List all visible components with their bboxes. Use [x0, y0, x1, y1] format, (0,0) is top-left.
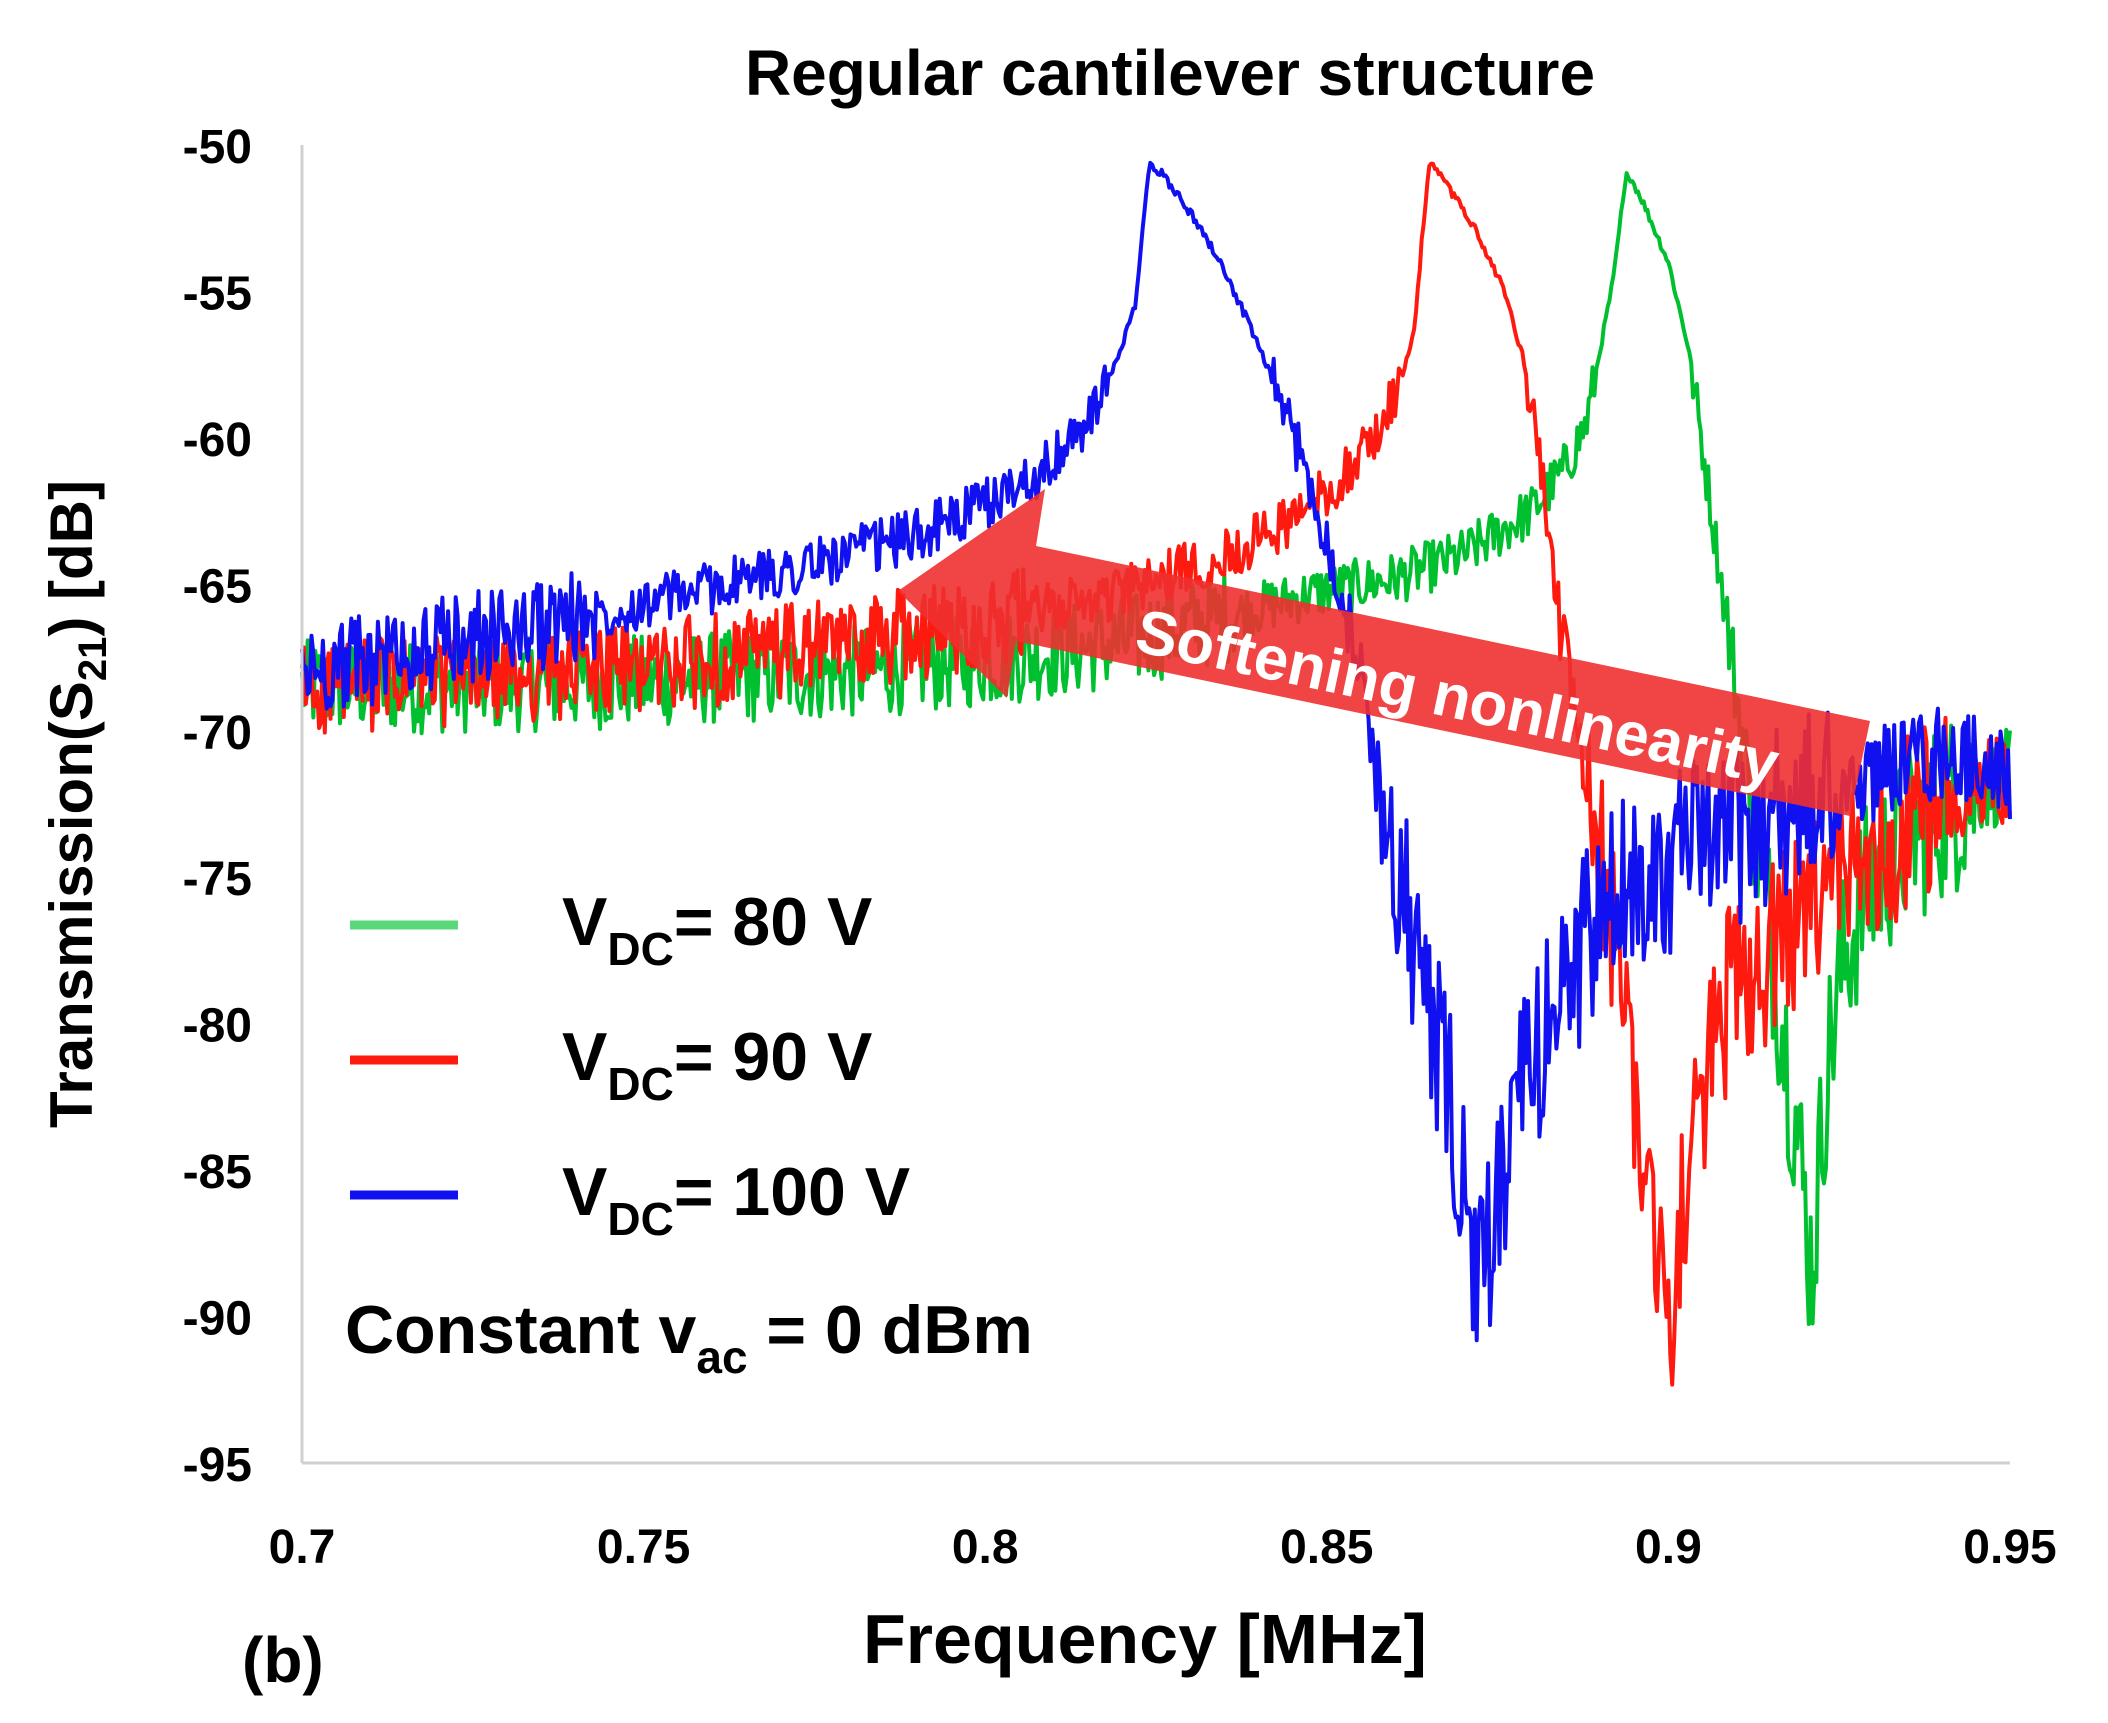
x-tick-label: 0.95: [1963, 1521, 2056, 1574]
legend-label-value: = 90 V: [674, 1019, 873, 1095]
y-tick-labels: -50 -55 -60 -65 -70 -75 -80 -85 -90 -95: [183, 121, 252, 1492]
legend-note-end: = 0 dBm: [748, 1292, 1033, 1368]
legend-label: V: [562, 884, 607, 960]
y-tick-label: -70: [183, 707, 252, 760]
y-tick-label: -55: [183, 267, 252, 320]
y-tick-label: -95: [183, 1439, 252, 1492]
y-axis-label: Transmission(S21) [dB]: [38, 480, 115, 1128]
legend-entry-1: VDC= 80 V: [562, 884, 872, 975]
y-tick-label: -60: [183, 414, 252, 467]
legend-label: V: [562, 1019, 607, 1095]
y-tick-label: -90: [183, 1293, 252, 1346]
legend-label-value: = 80 V: [674, 884, 873, 960]
legend-note: Constant vac = 0 dBm: [345, 1292, 1033, 1383]
legend-label-subscript: DC: [607, 923, 673, 975]
legend-entry-2: VDC= 90 V: [562, 1019, 872, 1110]
y-tick-label: -80: [183, 1000, 252, 1053]
x-tick-label: 0.7: [269, 1521, 336, 1574]
x-axis-label: Frequency [MHz]: [863, 1600, 1427, 1678]
chart-title: Regular cantilever structure: [745, 37, 1595, 109]
y-tick-label: -50: [183, 121, 252, 174]
legend-label-value: = 100 V: [674, 1154, 910, 1230]
legend-note-subscript: ac: [696, 1331, 747, 1383]
y-axis-label-subscript: 21: [71, 637, 115, 682]
y-tick-label: -85: [183, 1146, 252, 1199]
y-axis-label-end: ) [dB]: [38, 480, 105, 637]
softening-arrow: [898, 489, 1870, 816]
x-tick-label: 0.8: [952, 1521, 1019, 1574]
x-tick-label: 0.75: [597, 1521, 690, 1574]
x-tick-labels: 0.7 0.75 0.8 0.85 0.9 0.95: [269, 1521, 2057, 1574]
softening-arrow-annotation: Softening nonlinearity: [898, 489, 1870, 816]
legend-label-subscript: DC: [607, 1058, 673, 1110]
x-tick-label: 0.85: [1280, 1521, 1373, 1574]
series-line-3: [300, 160, 2012, 1343]
y-tick-label: -75: [183, 853, 252, 906]
panel-label: (b): [242, 1624, 324, 1696]
legend-label: V: [562, 1154, 607, 1230]
y-axis-label-main: Transmission(S: [38, 681, 105, 1128]
legend-note-main: Constant v: [345, 1292, 697, 1368]
legend-label-subscript: DC: [607, 1193, 673, 1245]
y-tick-label: -65: [183, 560, 252, 613]
legend-entry-3: VDC= 100 V: [562, 1154, 910, 1245]
x-tick-label: 0.9: [1635, 1521, 1702, 1574]
